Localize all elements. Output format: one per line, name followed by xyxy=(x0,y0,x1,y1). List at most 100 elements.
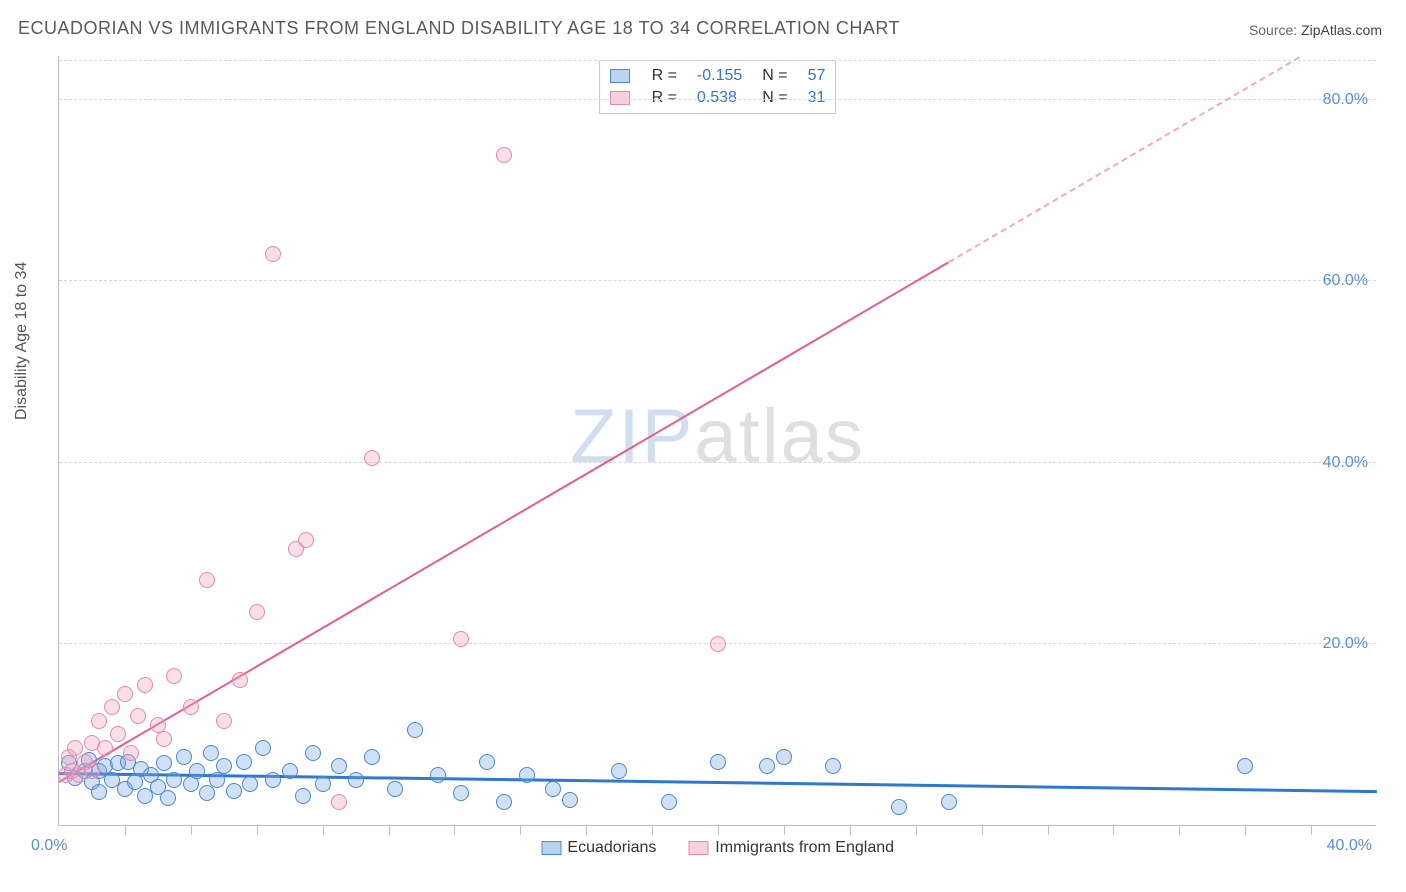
x-tick xyxy=(1179,825,1180,835)
data-point-ecuadorians xyxy=(203,745,219,761)
data-point-ecuadorians xyxy=(776,749,792,765)
data-point-ecuadorians xyxy=(661,794,677,810)
data-point-england xyxy=(123,745,139,761)
watermark: ZIPatlas xyxy=(570,393,865,480)
gridline xyxy=(59,280,1376,281)
data-point-ecuadorians xyxy=(189,763,205,779)
x-tick xyxy=(982,825,983,835)
x-tick xyxy=(125,825,126,835)
source-label: Source: xyxy=(1249,22,1301,38)
data-point-england xyxy=(110,726,126,742)
legend-r-value-england: 0.538 xyxy=(687,87,752,109)
data-point-england xyxy=(199,572,215,588)
data-point-ecuadorians xyxy=(941,794,957,810)
x-tick xyxy=(784,825,785,835)
data-point-ecuadorians xyxy=(199,785,215,801)
data-point-ecuadorians xyxy=(282,763,298,779)
data-point-england xyxy=(156,731,172,747)
data-point-ecuadorians xyxy=(891,799,907,815)
swatch-blue-icon xyxy=(610,69,630,83)
gridline xyxy=(59,60,1376,61)
data-point-ecuadorians xyxy=(545,781,561,797)
x-axis-min-label: 0.0% xyxy=(31,837,67,855)
source-attribution: Source: ZipAtlas.com xyxy=(1249,22,1382,38)
legend-label-england: Immigrants from England xyxy=(715,839,894,856)
data-point-england xyxy=(496,147,512,163)
x-tick xyxy=(652,825,653,835)
x-tick xyxy=(257,825,258,835)
x-tick xyxy=(191,825,192,835)
x-axis-max-label: 40.0% xyxy=(1327,837,1372,855)
data-point-england xyxy=(710,636,726,652)
swatch-pink-icon xyxy=(689,841,709,855)
gridline xyxy=(59,99,1376,100)
gridline xyxy=(59,462,1376,463)
x-tick xyxy=(323,825,324,835)
data-point-england xyxy=(104,699,120,715)
data-point-ecuadorians xyxy=(453,785,469,801)
legend-item-ecuadorians: Ecuadorians xyxy=(541,839,661,856)
data-point-ecuadorians xyxy=(226,783,242,799)
data-point-ecuadorians xyxy=(236,754,252,770)
legend-label-ecuadorians: Ecuadorians xyxy=(567,839,656,856)
y-tick-label: 40.0% xyxy=(1323,454,1368,472)
data-point-ecuadorians xyxy=(479,754,495,770)
legend-r-label: R = xyxy=(642,87,687,109)
data-point-ecuadorians xyxy=(825,758,841,774)
data-point-ecuadorians xyxy=(759,758,775,774)
data-point-england xyxy=(91,713,107,729)
data-point-ecuadorians xyxy=(364,749,380,765)
data-point-ecuadorians xyxy=(305,745,321,761)
data-point-england xyxy=(453,631,469,647)
data-point-ecuadorians xyxy=(216,758,232,774)
y-tick-label: 20.0% xyxy=(1323,635,1368,653)
data-point-england xyxy=(364,450,380,466)
data-point-ecuadorians xyxy=(348,772,364,788)
y-axis-title: Disability Age 18 to 34 xyxy=(13,262,31,420)
x-tick xyxy=(1113,825,1114,835)
data-point-england xyxy=(117,686,133,702)
data-point-ecuadorians xyxy=(255,740,271,756)
x-tick xyxy=(520,825,521,835)
data-point-england xyxy=(232,672,248,688)
data-point-england xyxy=(97,740,113,756)
data-point-england xyxy=(216,713,232,729)
data-point-ecuadorians xyxy=(265,772,281,788)
swatch-blue-icon xyxy=(541,841,561,855)
data-point-ecuadorians xyxy=(331,758,347,774)
chart-title: ECUADORIAN VS IMMIGRANTS FROM ENGLAND DI… xyxy=(18,18,900,39)
data-point-ecuadorians xyxy=(519,767,535,783)
legend-n-value-ecuadorians: 57 xyxy=(798,65,836,87)
legend-r-label: R = xyxy=(642,65,687,87)
x-tick xyxy=(718,825,719,835)
data-point-england xyxy=(249,604,265,620)
data-point-ecuadorians xyxy=(156,755,172,771)
x-tick xyxy=(916,825,917,835)
data-point-ecuadorians xyxy=(295,788,311,804)
data-point-england xyxy=(265,246,281,262)
data-point-ecuadorians xyxy=(1237,758,1253,774)
data-point-ecuadorians xyxy=(430,767,446,783)
trendline-england-dashed xyxy=(948,56,1300,263)
data-point-england xyxy=(298,532,314,548)
data-point-ecuadorians xyxy=(407,722,423,738)
legend-n-label: N = xyxy=(752,65,797,87)
data-point-ecuadorians xyxy=(242,776,258,792)
data-point-ecuadorians xyxy=(710,754,726,770)
x-tick xyxy=(389,825,390,835)
watermark-zip: ZIP xyxy=(570,394,694,479)
x-tick xyxy=(454,825,455,835)
legend-row-ecuadorians: R = -0.155 N = 57 xyxy=(600,65,836,87)
x-tick xyxy=(1311,825,1312,835)
data-point-england xyxy=(130,708,146,724)
data-point-ecuadorians xyxy=(160,790,176,806)
data-point-ecuadorians xyxy=(562,792,578,808)
x-tick xyxy=(1048,825,1049,835)
legend-n-value-england: 31 xyxy=(798,87,836,109)
legend-r-value-ecuadorians: -0.155 xyxy=(687,65,752,87)
series-legend: Ecuadorians Immigrants from England xyxy=(527,839,908,857)
legend-item-england: Immigrants from England xyxy=(689,839,894,856)
data-point-ecuadorians xyxy=(91,784,107,800)
swatch-pink-icon xyxy=(610,91,630,105)
correlation-legend: R = -0.155 N = 57 R = 0.538 N = 31 xyxy=(599,60,837,114)
